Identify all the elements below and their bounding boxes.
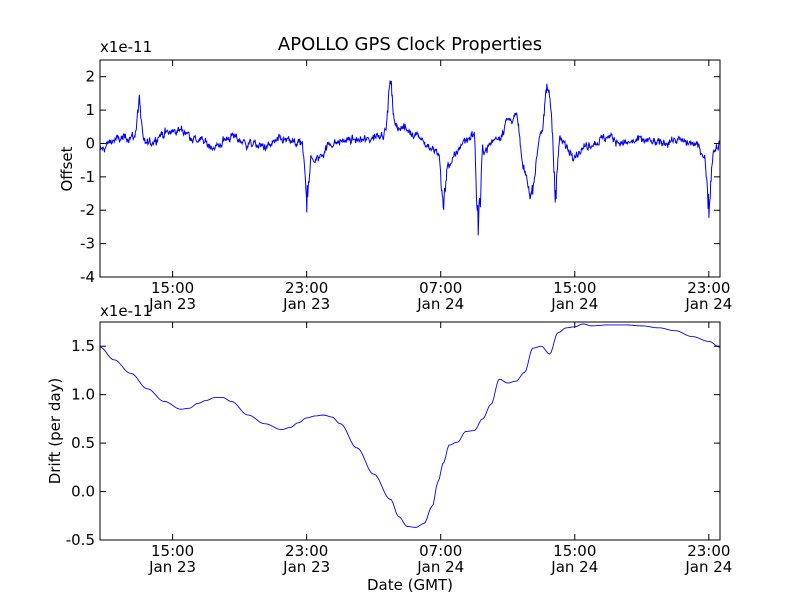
offset-xtick-time-label: 15:00 [553, 279, 596, 297]
drift-xtick-time-label: 07:00 [419, 542, 462, 560]
drift-xtick-date-label: Jan 23 [148, 558, 196, 576]
offset-xtick-date-label: Jan 24 [416, 295, 464, 313]
offset-xtick-time-label: 23:00 [285, 279, 328, 297]
drift-xtick-date-label: Jan 23 [282, 558, 330, 576]
offset-ytick-label: -1 [80, 168, 95, 186]
offset-ylabel: Offset [58, 146, 76, 191]
offset-xtick-date-label: Jan 23 [148, 295, 196, 313]
offset-ytick-label: -2 [80, 201, 95, 219]
offset-xtick-time-label: 23:00 [687, 279, 730, 297]
drift-xtick-time-label: 15:00 [553, 542, 596, 560]
drift-xtick-date-label: Jan 24 [684, 558, 732, 576]
offset-ytick-label: 0 [85, 134, 95, 152]
offset-scale-label: x1e-11 [100, 38, 152, 56]
drift-xtick-time-label: 15:00 [151, 542, 194, 560]
offset-ytick-label: 2 [85, 68, 95, 86]
offset-xtick-date-label: Jan 24 [550, 295, 598, 313]
drift-scale-label: x1e-11 [100, 302, 152, 320]
figure-xlabel: Date (GMT) [367, 576, 453, 594]
figure-title: APOLLO GPS Clock Properties [278, 34, 542, 55]
offset-ytick-label: 1 [85, 101, 95, 119]
offset-xtick-time-label: 07:00 [419, 279, 462, 297]
offset-series-line [100, 80, 720, 236]
offset-axes-frame [99, 59, 721, 278]
drift-xtick-date-label: Jan 24 [416, 558, 464, 576]
offset-xtick-date-label: Jan 23 [282, 295, 330, 313]
offset-ytick-label: -4 [80, 268, 95, 286]
drift-ytick-label: 0.0 [71, 483, 95, 501]
drift-series-line [100, 323, 720, 528]
offset-xtick-date-label: Jan 24 [684, 295, 732, 313]
offset-xtick-time-label: 15:00 [151, 279, 194, 297]
drift-ytick-label: 0.5 [71, 434, 95, 452]
offset-ytick-label: -3 [80, 235, 95, 253]
drift-xtick-date-label: Jan 24 [550, 558, 598, 576]
drift-plot-area [100, 323, 720, 528]
drift-ytick-label: 1.5 [71, 337, 95, 355]
drift-xtick-time-label: 23:00 [687, 542, 730, 560]
drift-axes-frame [99, 321, 721, 541]
drift-ytick-label: 1.0 [71, 386, 95, 404]
drift-xtick-time-label: 23:00 [285, 542, 328, 560]
drift-ytick-label: -0.5 [66, 531, 95, 549]
offset-plot-area [100, 80, 720, 236]
drift-subplot: x1e-11 Drift (per day) -0.5 0.0 0.5 1.0 1.5 1… [46, 302, 732, 576]
drift-ylabel: Drift (per day) [46, 378, 64, 485]
